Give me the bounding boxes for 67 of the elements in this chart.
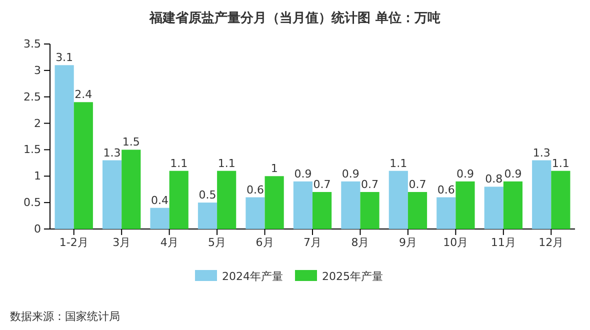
- bar: [503, 181, 522, 229]
- y-tick-label: 1: [34, 170, 41, 183]
- x-tick-label: 5月: [208, 236, 226, 249]
- data-label: 1.3: [103, 146, 121, 160]
- data-label: 1.3: [532, 146, 550, 160]
- y-tick-label: 1.5: [24, 143, 41, 156]
- y-tick-label: 0.5: [24, 196, 41, 210]
- data-label: 1.1: [390, 156, 408, 170]
- data-label: 2.4: [74, 88, 92, 102]
- data-label: 1.5: [122, 136, 140, 149]
- bar: [532, 160, 552, 229]
- y-tick-label: 2.5: [24, 90, 41, 104]
- x-tick-label: 9月: [398, 236, 417, 249]
- bar: [360, 192, 380, 229]
- data-label: 0.9: [294, 167, 312, 180]
- bar: [150, 208, 170, 229]
- data-label: 0.6: [246, 183, 264, 196]
- data-label: 0.8: [485, 172, 503, 186]
- x-tick-label: 11月: [490, 236, 516, 249]
- chart-title: 福建省原盐产量分月（当月值）统计图 单位：万吨: [148, 10, 440, 26]
- bar: [54, 65, 74, 229]
- bar: [484, 186, 504, 229]
- y-tick-label: 3.5: [24, 38, 41, 51]
- y-tick-label: 0: [34, 222, 41, 236]
- bar: [341, 181, 360, 229]
- bar: [551, 170, 570, 229]
- data-label: 0.7: [361, 178, 379, 191]
- bar: [198, 202, 218, 229]
- x-tick-label: 4月: [160, 236, 178, 249]
- bar: [102, 160, 122, 229]
- bar: [122, 150, 141, 229]
- bar: [388, 170, 408, 229]
- bar: [217, 170, 236, 229]
- bar: [74, 102, 93, 229]
- data-label: 0.9: [342, 167, 360, 180]
- x-tick-label: 3月: [112, 236, 131, 249]
- bar: [408, 192, 428, 229]
- data-label: 3.1: [56, 51, 74, 64]
- x-tick-label: 12月: [538, 236, 564, 249]
- data-label: 1.1: [552, 156, 570, 170]
- data-label: 0.9: [456, 167, 474, 180]
- x-tick-label: 1-2月: [59, 236, 88, 249]
- source-note: 数据来源：国家统计局: [10, 310, 120, 323]
- bar: [264, 176, 284, 229]
- x-tick-label: 10月: [443, 236, 468, 249]
- y-tick-label: 2: [34, 116, 41, 130]
- bar: [293, 181, 312, 229]
- y-tick-label: 3: [34, 64, 41, 77]
- data-label: 1: [270, 162, 278, 176]
- data-label: 0.7: [313, 178, 331, 191]
- legend-label: 2025年产量: [322, 270, 383, 283]
- data-label: 1.1: [170, 156, 188, 170]
- data-label: 0.4: [151, 194, 169, 207]
- bar: [312, 192, 332, 229]
- data-label: 0.9: [504, 167, 522, 180]
- x-tick-label: 7月: [304, 236, 322, 249]
- data-label: 0.5: [198, 188, 216, 202]
- data-label: 0.6: [437, 183, 455, 196]
- bar: [169, 170, 188, 229]
- legend-label: 2024年产量: [222, 270, 283, 283]
- bar: [456, 181, 475, 229]
- x-tick-label: 8月: [351, 236, 370, 249]
- data-label: 0.7: [408, 178, 426, 191]
- bar: [246, 197, 265, 229]
- data-label: 1.1: [218, 156, 236, 170]
- x-tick-label: 6月: [256, 236, 274, 249]
- bar: [436, 197, 456, 229]
